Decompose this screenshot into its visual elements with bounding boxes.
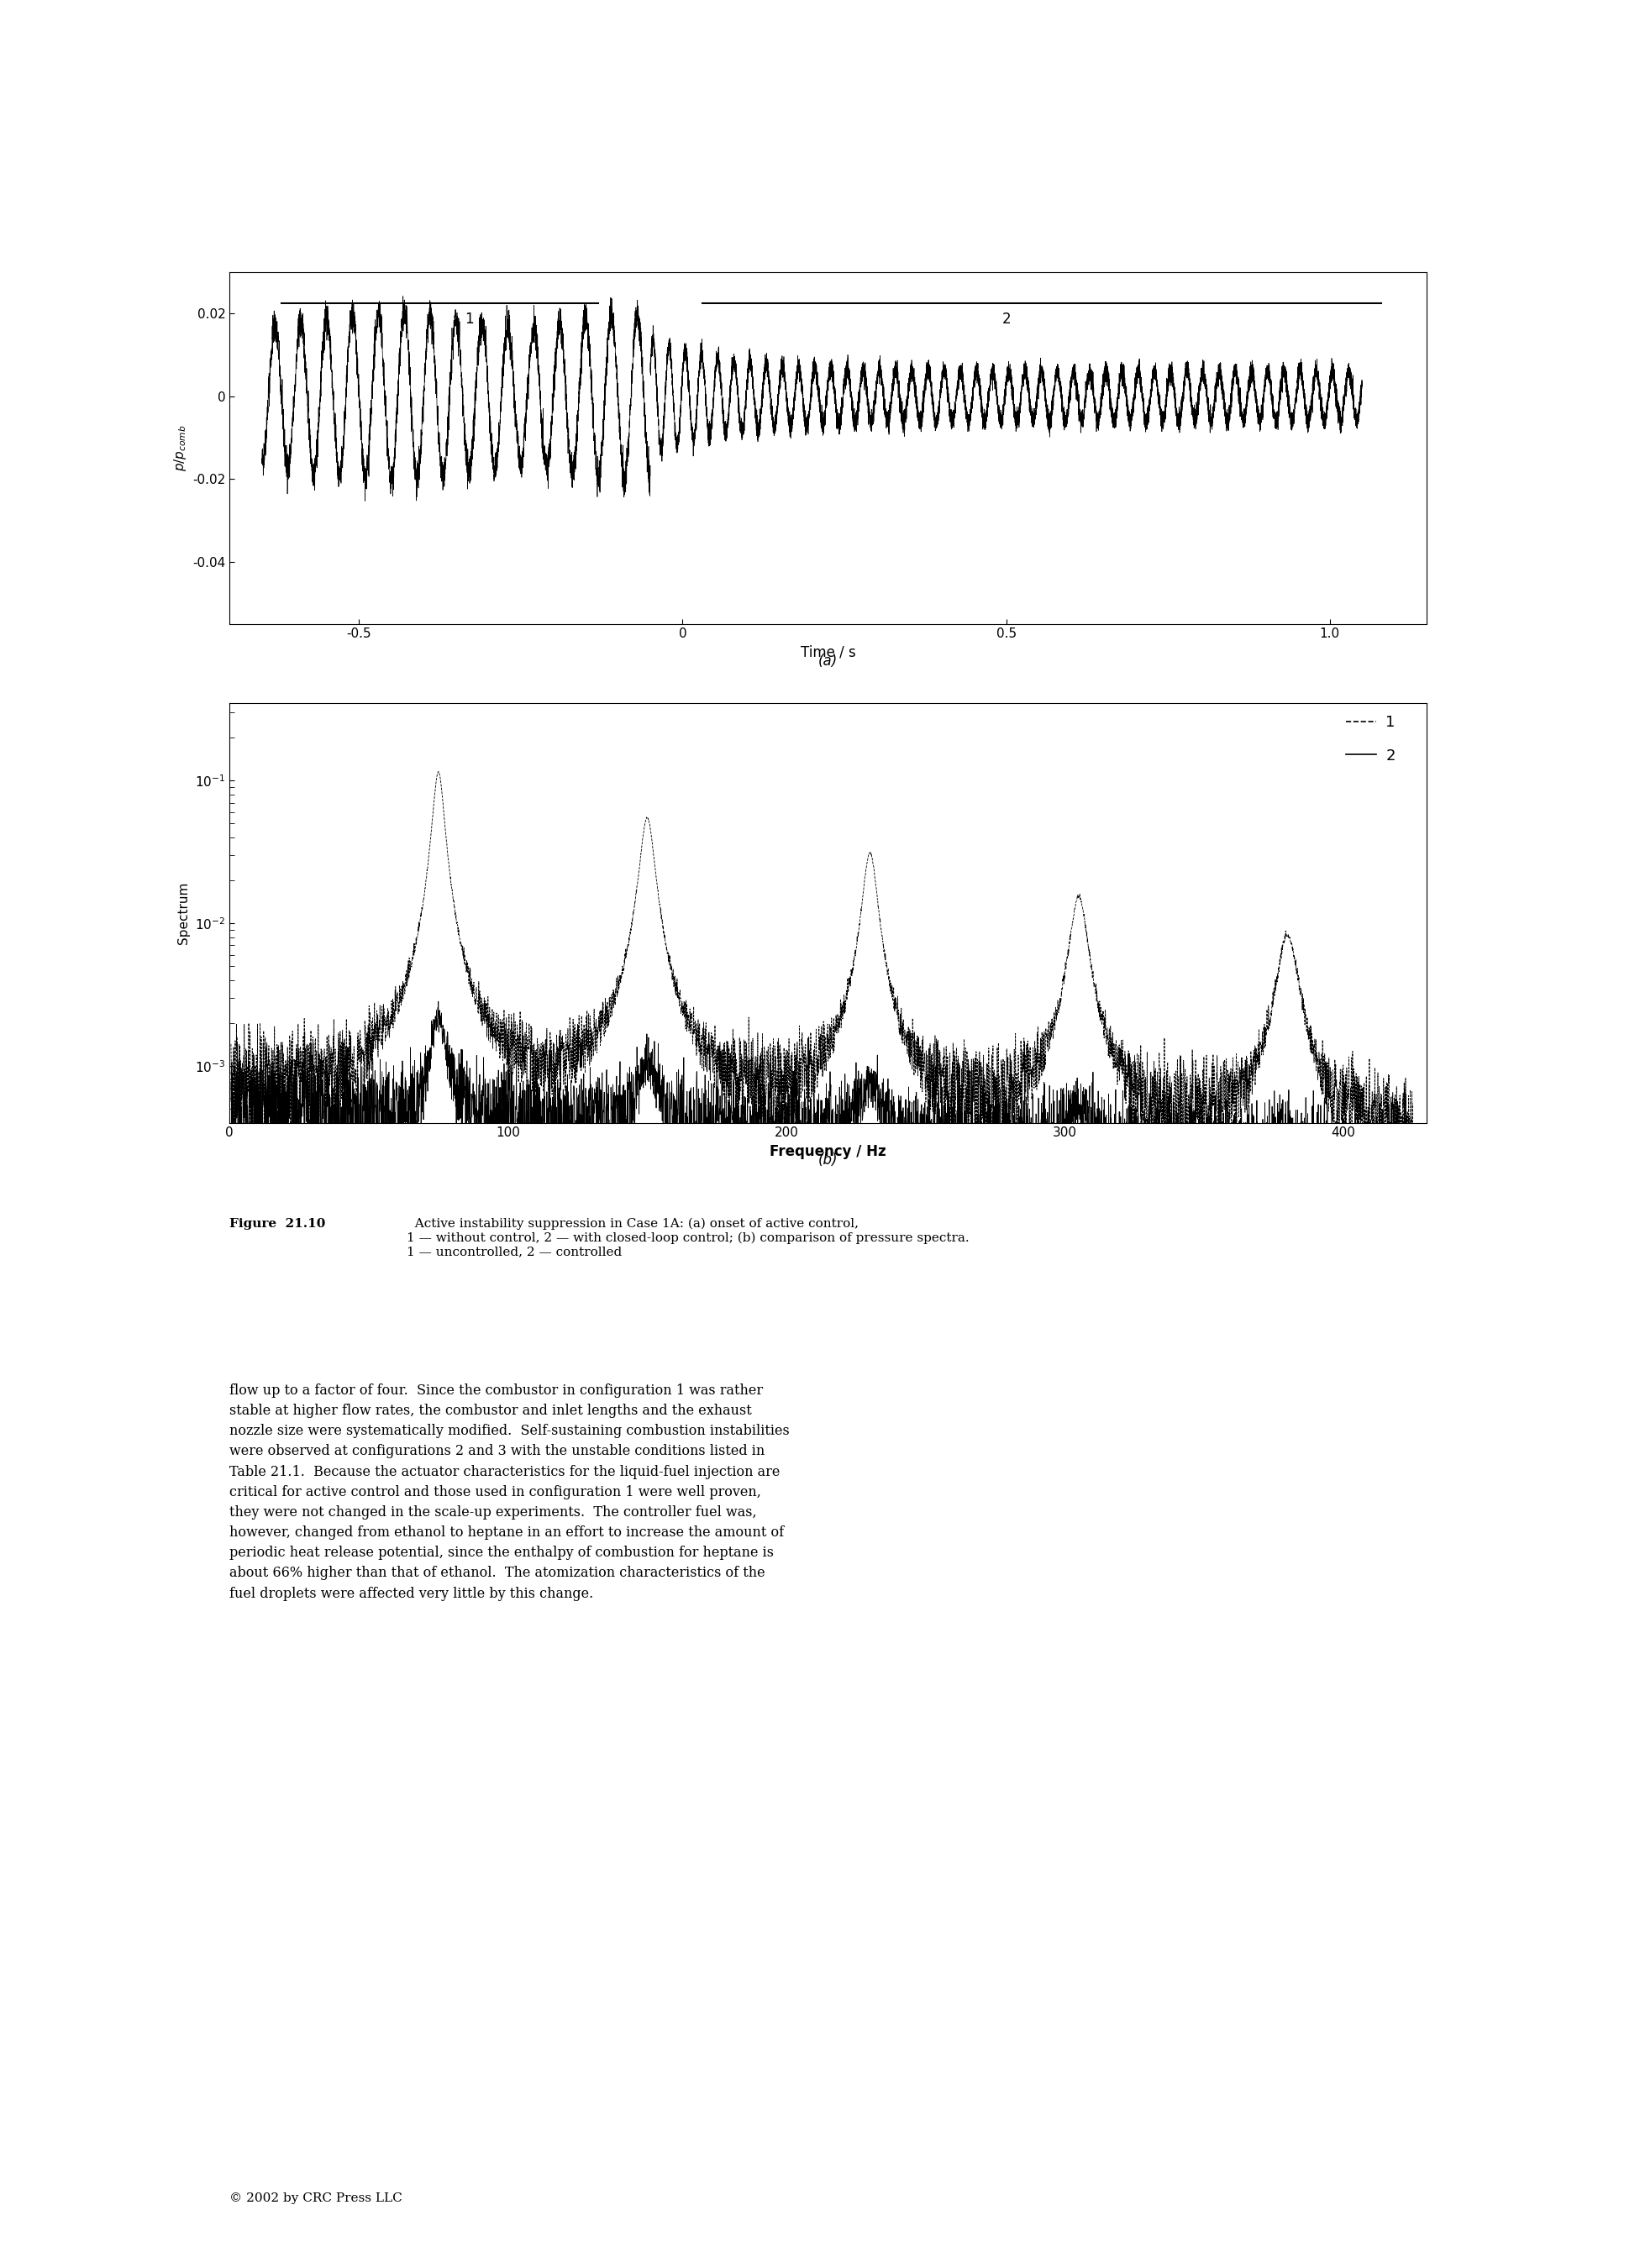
Text: 2: 2 [1002,311,1010,327]
Text: (b): (b) [818,1152,838,1168]
Text: 1: 1 [464,311,474,327]
Legend: 1, 2: 1, 2 [1346,714,1396,764]
Y-axis label: $p/p_{comb}$: $p/p_{comb}$ [172,424,189,472]
Y-axis label: Spectrum: Spectrum [177,882,190,943]
Text: Active instability suppression in Case 1A: (a) onset of active control,
1 — with: Active instability suppression in Case 1… [407,1218,969,1259]
Text: flow up to a factor of four.  Since the combustor in configuration 1 was rather
: flow up to a factor of four. Since the c… [230,1383,790,1601]
Text: Figure  21.10: Figure 21.10 [230,1218,326,1229]
X-axis label: Time / s: Time / s [800,644,856,660]
Text: © 2002 by CRC Press LLC: © 2002 by CRC Press LLC [230,2193,402,2204]
X-axis label: Frequency / Hz: Frequency / Hz [769,1143,887,1159]
Text: (a): (a) [818,653,838,669]
